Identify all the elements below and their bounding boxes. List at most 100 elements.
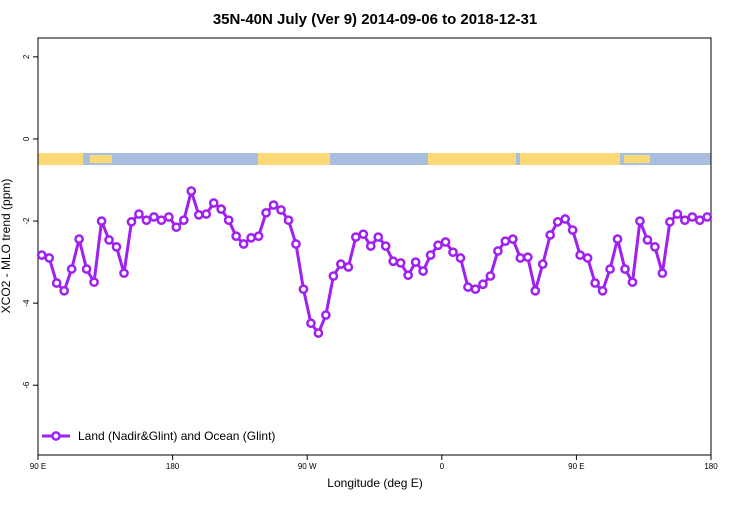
- data-point: [164, 212, 174, 222]
- land-band: [624, 155, 650, 163]
- land-band: [520, 153, 620, 165]
- data-point: [642, 235, 653, 245]
- data-point: [66, 264, 77, 274]
- data-point: [74, 234, 84, 244]
- data-point: [253, 231, 264, 242]
- legend-marker: [51, 431, 61, 441]
- data-point: [694, 215, 705, 226]
- x-tick-label: 90 W: [298, 462, 317, 471]
- data-point: [306, 318, 316, 329]
- data-point: [463, 282, 473, 292]
- x-tick-label: 90 E: [30, 462, 46, 471]
- data-point: [283, 215, 294, 226]
- data-point: [104, 235, 114, 245]
- data-point: [328, 271, 339, 281]
- data-point: [186, 186, 197, 196]
- data-point: [141, 215, 152, 226]
- data-point: [672, 209, 683, 219]
- data-point: [485, 271, 496, 281]
- data-point: [627, 277, 638, 288]
- data-point: [440, 237, 451, 247]
- data-point: [238, 239, 249, 249]
- data-point: [36, 250, 47, 260]
- data-point: [44, 253, 55, 263]
- legend-label: Land (Nadir&Glint) and Ocean (Glint): [78, 429, 275, 443]
- data-point: [96, 216, 107, 226]
- data-point: [321, 310, 331, 320]
- data-point: [455, 253, 466, 263]
- data-point: [448, 247, 458, 258]
- y-tick-label: -4: [22, 299, 31, 307]
- data-point: [111, 242, 122, 252]
- data-point: [365, 241, 376, 251]
- data-point: [702, 212, 713, 222]
- data-point: [433, 240, 443, 251]
- y-tick-label: 2: [22, 54, 31, 59]
- data-point: [507, 234, 518, 244]
- data-point: [612, 234, 623, 244]
- data-point: [650, 242, 660, 252]
- data-point: [89, 277, 99, 288]
- data-point: [149, 212, 159, 222]
- data-point: [373, 232, 384, 242]
- data-point: [336, 259, 346, 269]
- y-tick-label: 0: [22, 136, 31, 141]
- data-point: [395, 258, 406, 268]
- data-point: [223, 215, 234, 226]
- data-point: [657, 268, 668, 279]
- x-tick-label: 180: [166, 462, 180, 471]
- x-axis-label: Longitude (deg E): [327, 476, 422, 490]
- data-point: [313, 328, 324, 338]
- data-point: [261, 207, 271, 218]
- data-point: [358, 229, 369, 240]
- data-point: [291, 239, 301, 249]
- data-point: [350, 232, 361, 242]
- data-point: [590, 278, 600, 288]
- data-point: [597, 285, 608, 296]
- plot-frame: [37, 37, 712, 456]
- data-point: [388, 256, 399, 267]
- data-point: [545, 230, 556, 240]
- data-point: [620, 264, 630, 274]
- data-point: [493, 246, 503, 256]
- data-point: [246, 233, 256, 243]
- data-point: [126, 217, 137, 227]
- y-axis-label: XCO2 - MLO trend (ppm): [0, 179, 13, 314]
- land-band: [258, 153, 330, 165]
- chart-title: 35N-40N July (Ver 9) 2014-09-06 to 2018-…: [213, 11, 537, 28]
- data-point: [59, 285, 70, 296]
- data-point: [119, 268, 129, 279]
- land-ocean-strip: [38, 153, 711, 165]
- data-point: [687, 212, 698, 222]
- data-point: [500, 236, 511, 247]
- data-point: [178, 215, 189, 226]
- data-point: [635, 216, 645, 226]
- data-point: [343, 262, 354, 272]
- data-point: [171, 222, 182, 233]
- data-point: [522, 252, 533, 263]
- data-point: [201, 209, 212, 219]
- data-point: [380, 241, 391, 251]
- data-point: [51, 278, 62, 288]
- data-point: [81, 264, 92, 274]
- data-point: [478, 279, 488, 290]
- data-point: [530, 285, 541, 296]
- data-point: [134, 209, 144, 219]
- data-point: [410, 257, 421, 267]
- land-band: [428, 153, 516, 165]
- data-point: [605, 264, 615, 274]
- data-point: [537, 259, 548, 269]
- data-point: [425, 250, 436, 260]
- x-tick-label: 0: [440, 462, 445, 471]
- data-point: [679, 215, 690, 226]
- data-point: [552, 217, 563, 227]
- data-point: [216, 204, 227, 215]
- land-band: [38, 153, 83, 165]
- x-tick-label: 180: [704, 462, 718, 471]
- data-point: [515, 253, 526, 263]
- data-point: [575, 250, 585, 260]
- data-point: [208, 198, 219, 208]
- data-point: [582, 253, 593, 263]
- y-tick-label: -2: [22, 217, 31, 225]
- data-point: [276, 205, 286, 215]
